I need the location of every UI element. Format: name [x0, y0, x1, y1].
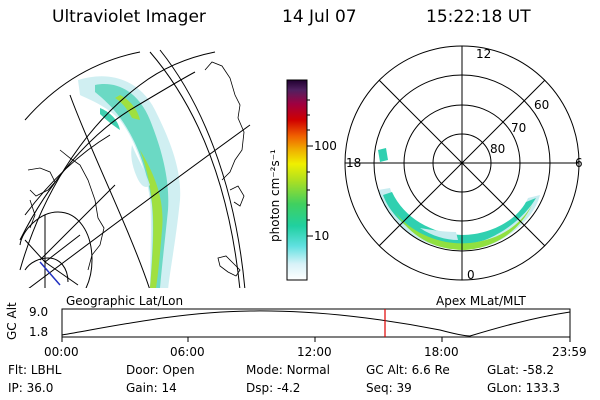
altitude-timeline	[61, 308, 571, 342]
polar-plot	[344, 45, 580, 281]
flt-field: Flt: LBHL	[8, 363, 62, 377]
imager-title: Ultraviolet Imager	[52, 7, 206, 27]
map-grid	[19, 51, 251, 288]
aurora-band-geographic	[78, 76, 181, 288]
image-time: 15:22:18 UT	[426, 7, 531, 27]
x-tick-2359: 23:59	[552, 345, 587, 359]
glon-field: GLon: 133.3	[487, 381, 560, 395]
mlat-label-60: 60	[534, 98, 550, 112]
mlat-label-70: 70	[511, 121, 527, 135]
image-date: 14 Jul 07	[282, 7, 357, 27]
x-tick-1800: 18:00	[424, 345, 459, 359]
mode-field: Mode: Normal	[246, 363, 330, 377]
colorbar-tick-100: 100	[314, 139, 337, 153]
aurora-oval-polar	[378, 148, 540, 250]
mlt-label-0: 0	[467, 268, 475, 282]
x-tick-0000: 00:00	[44, 345, 79, 359]
colorbar	[286, 79, 313, 281]
geographic-map	[19, 49, 251, 288]
seq-field: Seq: 39	[366, 381, 412, 395]
mlat-label-80: 80	[490, 142, 506, 156]
colorbar-tick-10: 10	[314, 229, 330, 243]
apex-caption: Apex MLat/MLT	[436, 294, 526, 308]
colorbar-unit-label: photon cm⁻²s⁻¹	[268, 149, 282, 242]
ip-field: IP: 36.0	[8, 381, 54, 395]
glat-field: GLat: -58.2	[487, 363, 554, 377]
x-tick-0600: 06:00	[170, 345, 205, 359]
coastlines	[27, 61, 245, 277]
dsp-field: Dsp: -4.2	[246, 381, 301, 395]
gc-alt-field: GC Alt: 6.6 Re	[366, 363, 450, 377]
gain-field: Gain: 14	[126, 381, 177, 395]
y-tick-9: 9.0	[29, 305, 49, 319]
mlt-label-12: 12	[476, 47, 492, 61]
mlt-label-18: 18	[346, 156, 362, 170]
geographic-caption: Geographic Lat/Lon	[66, 294, 184, 308]
x-tick-1200: 12:00	[297, 345, 332, 359]
gc-alt-axis-title: GC Alt	[5, 302, 19, 340]
mlt-label-6: 6	[575, 156, 583, 170]
y-tick-1-8: 1.8	[29, 325, 49, 339]
door-field: Door: Open	[126, 363, 195, 377]
